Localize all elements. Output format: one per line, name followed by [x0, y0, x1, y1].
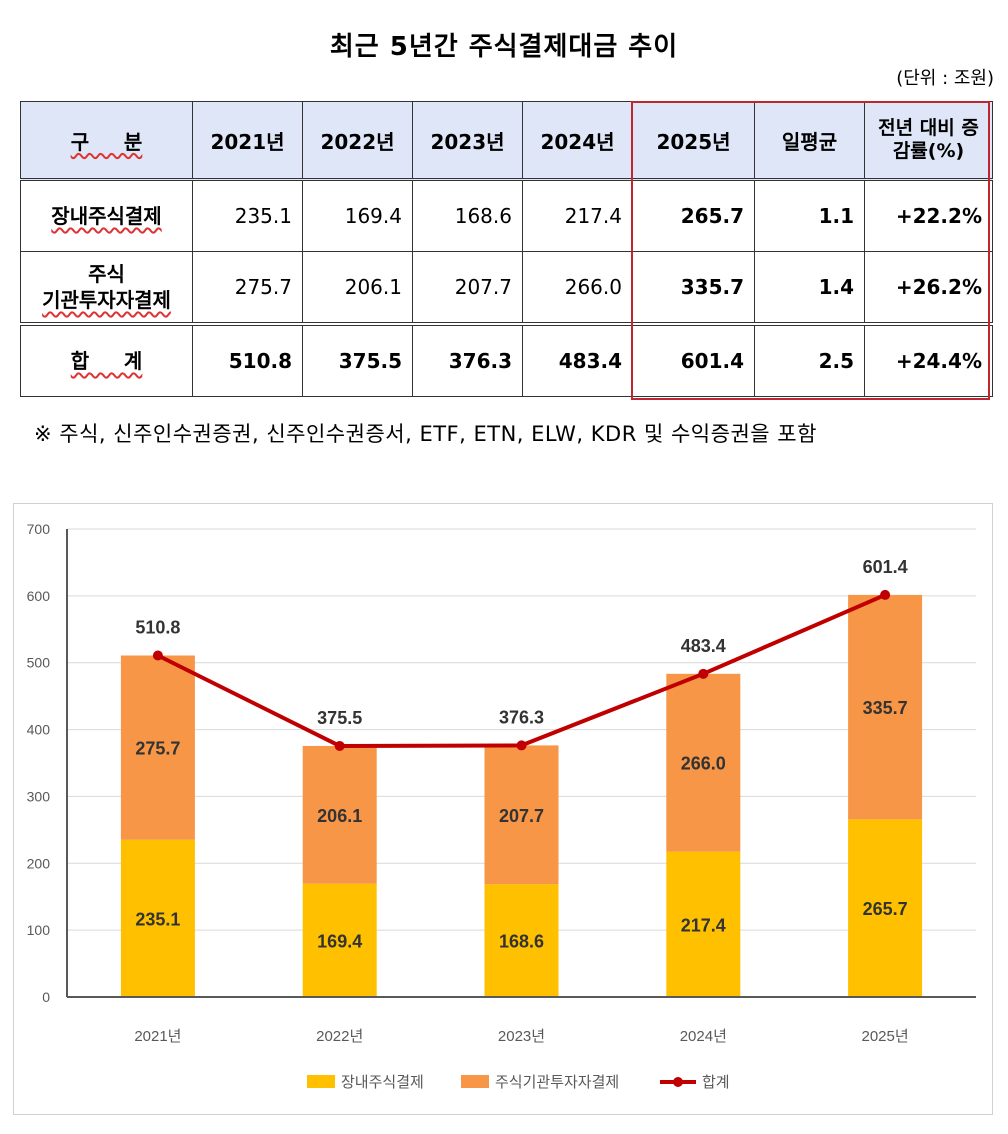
bar-data-label: 265.7	[863, 899, 908, 919]
footnote: ※ 주식, 신주인수권증권, 신주인수권증서, ETF, ETN, ELW, K…	[34, 422, 817, 446]
header-daily-average: 일평균	[754, 101, 865, 180]
table-cell: 1.4	[754, 251, 865, 325]
y-tick-label: 0	[42, 989, 50, 1005]
bar-institutional	[120, 655, 195, 840]
bar-institutional	[666, 673, 741, 852]
table-cell: 266.0	[522, 251, 633, 325]
page-title: 최근 5년간 주식결제대금 추이	[329, 32, 679, 62]
x-tick-label: 2024년	[680, 1028, 727, 1045]
table-cell: 206.1	[302, 251, 413, 325]
header-2025: 2025년	[632, 101, 755, 180]
table-cell: 217.4	[522, 178, 633, 252]
bar-on-exchange	[484, 884, 559, 997]
legend-swatch	[461, 1075, 489, 1088]
total-point	[880, 589, 891, 600]
table-cell: 275.7	[192, 251, 303, 325]
table-cell: 601.4	[632, 322, 755, 397]
bar-on-exchange	[848, 819, 923, 997]
bar-data-label: 206.1	[317, 806, 362, 826]
bar-on-exchange	[120, 839, 195, 997]
y-tick-label: 400	[27, 722, 51, 738]
table-cell: +24.4%	[864, 322, 993, 397]
legend-marker	[673, 1077, 683, 1087]
bar-on-exchange	[666, 851, 741, 997]
table-cell: 168.6	[412, 178, 523, 252]
total-data-label: 601.4	[863, 557, 908, 577]
table-cell: 265.7	[632, 178, 755, 252]
table-cell: 207.7	[412, 251, 523, 325]
bar-on-exchange	[302, 883, 377, 997]
stacked-bar-chart: 235.1 275.7 169.4 206.1 168.6 207.7 217.4 266.0…	[27, 521, 976, 1091]
y-tick-label: 100	[27, 922, 51, 938]
y-tick-label: 700	[27, 521, 51, 537]
bar-data-label: 266.0	[681, 754, 726, 774]
chart-container: 235.1 275.7 169.4 206.1 168.6 207.7 217.4 266.0…	[13, 503, 993, 1115]
total-data-label: 510.8	[135, 617, 180, 637]
x-tick-label: 2023년	[498, 1028, 545, 1045]
y-tick-label: 200	[27, 855, 51, 871]
table-cell: 483.4	[522, 322, 633, 397]
table-row: 장내주식결제 235.1 169.4 168.6 217.4 265.7 1.1…	[20, 178, 993, 252]
bar-data-label: 217.4	[681, 915, 726, 935]
total-data-label: 375.5	[317, 708, 362, 728]
legend-swatch	[307, 1075, 335, 1088]
table-cell: 235.1	[192, 178, 303, 252]
total-data-label: 376.3	[499, 707, 544, 727]
table-row: 합 계 510.8 375.5 376.3 483.4 601.4 2.5 +2…	[20, 322, 993, 397]
bar-data-label: 207.7	[499, 806, 544, 826]
bar-data-label: 169.4	[317, 931, 362, 951]
legend-label: 장내주식결제	[341, 1074, 424, 1091]
table-cell: 1.1	[754, 178, 865, 252]
header-2023: 2023년	[412, 101, 523, 180]
table-cell: 2.5	[754, 322, 865, 397]
total-point	[334, 740, 345, 751]
y-tick-label: 600	[27, 588, 51, 604]
legend-label: 주식기관투자자결제	[495, 1074, 619, 1091]
table-cell: 169.4	[302, 178, 413, 252]
bar-data-label: 235.1	[135, 909, 180, 929]
bar-institutional	[484, 745, 559, 885]
table-cell: +26.2%	[864, 251, 993, 325]
table-row: 주식 기관투자자결제 275.7 206.1 207.7 266.0 335.7 …	[20, 251, 993, 325]
settlement-table: 구 분 2021년 2022년 2023년 2024년 2025년 일평균 전년…	[20, 101, 993, 397]
table-cell: 510.8	[192, 322, 303, 397]
bar-institutional	[848, 594, 923, 820]
row-label: 합 계	[20, 322, 193, 397]
header-2021: 2021년	[192, 101, 303, 180]
bar-data-label: 275.7	[135, 739, 180, 759]
bar-institutional	[302, 745, 377, 884]
header-2022: 2022년	[302, 101, 413, 180]
y-tick-label: 500	[27, 655, 51, 671]
bar-data-label: 168.6	[499, 932, 544, 952]
x-tick-label: 2021년	[134, 1028, 181, 1045]
row-label: 주식 기관투자자결제	[20, 251, 193, 325]
total-data-label: 483.4	[681, 636, 726, 656]
total-point	[152, 650, 163, 661]
table-cell: 375.5	[302, 322, 413, 397]
y-tick-label: 300	[27, 788, 51, 804]
table-cell: 335.7	[632, 251, 755, 325]
x-tick-label: 2025년	[862, 1028, 909, 1045]
total-point	[698, 668, 709, 679]
header-category: 구 분	[20, 101, 193, 180]
total-point	[516, 740, 527, 751]
legend-label: 합계	[702, 1074, 730, 1091]
table-cell: +22.2%	[864, 178, 993, 252]
header-yoy-change: 전년 대비 증감률(%)	[864, 101, 993, 180]
table-cell: 376.3	[412, 322, 523, 397]
bar-data-label: 335.7	[863, 698, 908, 718]
unit-label: (단위 : 조원)	[896, 68, 994, 89]
header-2024: 2024년	[522, 101, 633, 180]
x-tick-label: 2022년	[316, 1028, 363, 1045]
row-label: 장내주식결제	[20, 178, 193, 252]
